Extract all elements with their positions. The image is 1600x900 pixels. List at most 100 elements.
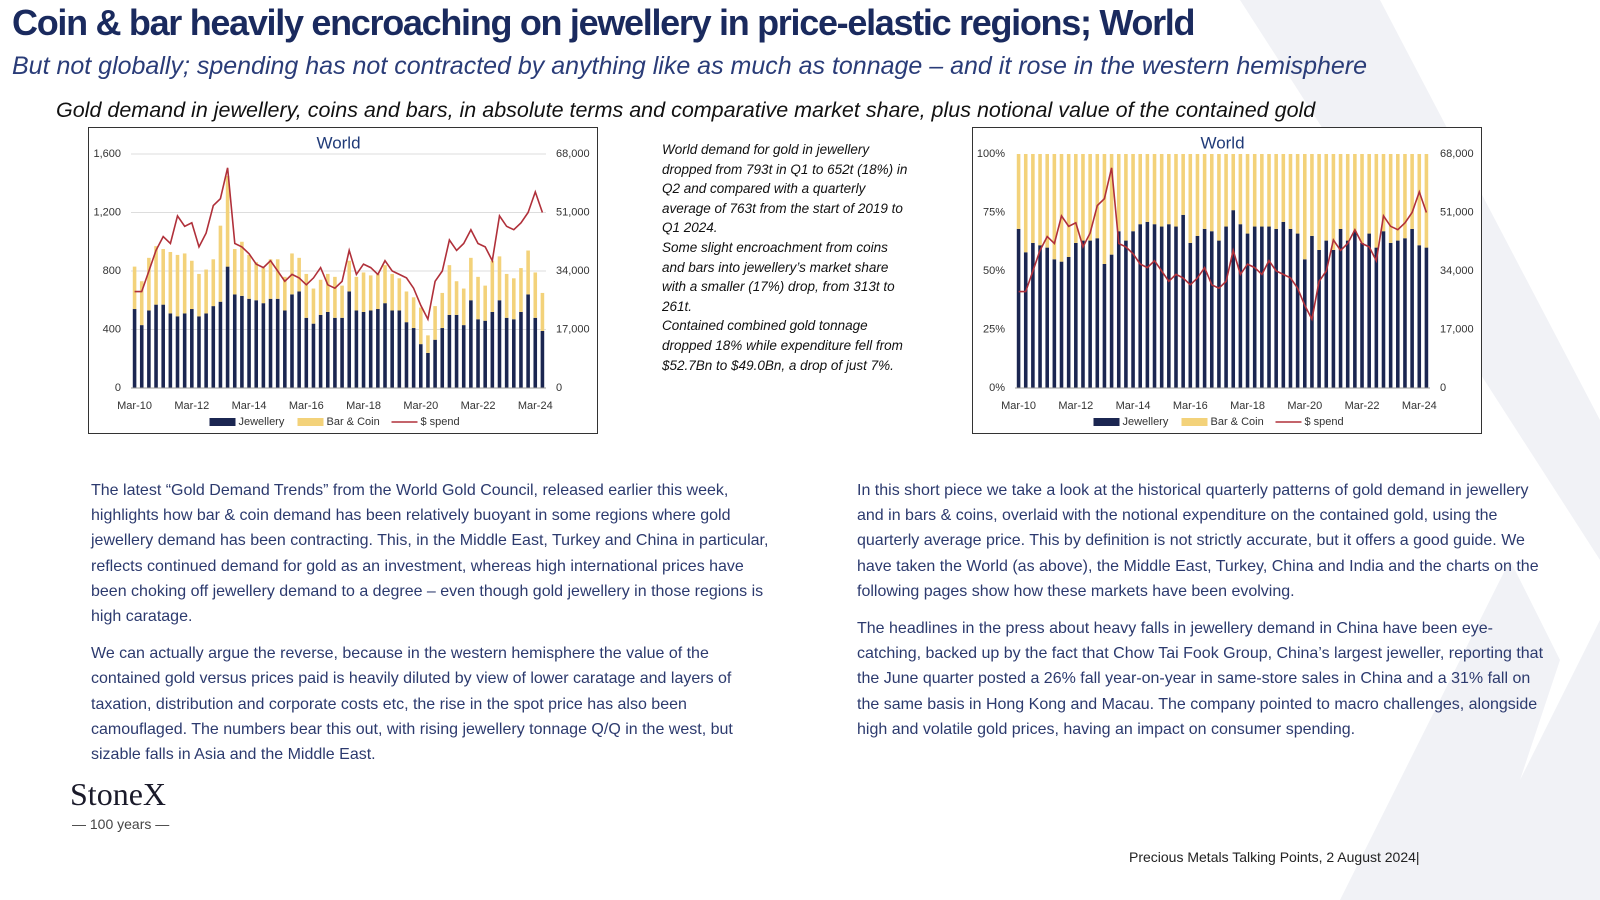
y2-tick-label: 51,000 bbox=[556, 206, 590, 218]
bar bbox=[225, 266, 230, 388]
bar bbox=[1045, 154, 1049, 248]
bar bbox=[211, 306, 216, 388]
bar bbox=[440, 292, 445, 329]
bar bbox=[1245, 233, 1250, 388]
x-tick-label: Mar-20 bbox=[1287, 400, 1322, 412]
x-tick-label: Mar-20 bbox=[403, 400, 438, 412]
bar bbox=[1288, 154, 1293, 229]
bar bbox=[1152, 154, 1157, 225]
bar bbox=[240, 241, 244, 296]
bar bbox=[1167, 224, 1171, 388]
bar bbox=[1059, 261, 1064, 388]
bar bbox=[318, 279, 323, 315]
bar bbox=[397, 278, 402, 311]
bar bbox=[154, 246, 158, 305]
bar bbox=[1302, 259, 1307, 388]
y-tick-label: 0% bbox=[989, 382, 1005, 394]
bar bbox=[1152, 224, 1157, 388]
bar bbox=[376, 273, 380, 310]
y-tick-label: 25% bbox=[983, 323, 1005, 335]
bar bbox=[1016, 154, 1021, 229]
x-tick-label: Mar-10 bbox=[117, 400, 152, 412]
bar bbox=[1052, 259, 1057, 388]
bar bbox=[232, 294, 237, 388]
bar bbox=[1116, 154, 1121, 232]
bar bbox=[211, 259, 216, 307]
bar bbox=[383, 265, 387, 304]
bar bbox=[368, 275, 373, 311]
bar bbox=[418, 344, 423, 388]
bar bbox=[1338, 228, 1343, 388]
bar bbox=[168, 313, 173, 388]
bar bbox=[483, 285, 487, 321]
bar bbox=[512, 319, 516, 388]
bar bbox=[1188, 242, 1193, 388]
note-text: World demand for gold in jewellery dropp… bbox=[662, 142, 908, 236]
bar bbox=[1066, 256, 1071, 388]
x-tick-label: Mar-16 bbox=[289, 400, 324, 412]
bar bbox=[526, 294, 530, 388]
bar bbox=[1281, 154, 1286, 222]
bar bbox=[1281, 221, 1286, 388]
bar bbox=[426, 352, 430, 388]
bar bbox=[1424, 247, 1429, 388]
bar bbox=[132, 309, 137, 388]
chart-title: World bbox=[1200, 133, 1244, 152]
bar bbox=[1388, 242, 1393, 388]
bar bbox=[1181, 154, 1185, 215]
footer: Precious Metals Talking Points, 2 August… bbox=[1129, 849, 1420, 865]
bar bbox=[1317, 249, 1321, 388]
bar bbox=[1374, 247, 1379, 388]
background-logo bbox=[1240, 0, 1600, 900]
bar bbox=[1252, 226, 1257, 388]
bar bbox=[483, 320, 487, 388]
legend-label: Bar & Coin bbox=[327, 416, 380, 428]
bar bbox=[1195, 235, 1200, 388]
bar bbox=[1360, 154, 1364, 243]
bar bbox=[1331, 249, 1336, 388]
bar bbox=[1260, 154, 1264, 227]
bar bbox=[147, 257, 151, 311]
paragraph: The latest “Gold Demand Trends” from the… bbox=[91, 482, 769, 626]
bar bbox=[361, 311, 366, 388]
x-tick-label: Mar-12 bbox=[1058, 400, 1093, 412]
bar bbox=[447, 314, 452, 388]
bar bbox=[225, 175, 230, 267]
bar bbox=[1310, 154, 1314, 236]
bar bbox=[1417, 154, 1422, 246]
bar bbox=[1124, 154, 1128, 241]
bar bbox=[1410, 228, 1414, 388]
bar bbox=[354, 276, 359, 311]
y2-tick-label: 51,000 bbox=[1440, 206, 1474, 218]
bar bbox=[347, 260, 352, 292]
bar bbox=[1145, 154, 1150, 222]
body-column: In this short piece we take a look at th… bbox=[857, 478, 1547, 754]
x-tick-label: Mar-22 bbox=[1345, 400, 1380, 412]
bar bbox=[290, 294, 294, 388]
bar bbox=[283, 310, 287, 388]
bar bbox=[190, 260, 194, 310]
bar bbox=[1345, 154, 1350, 241]
legend-label: Jewellery bbox=[239, 416, 285, 428]
bar bbox=[247, 298, 251, 388]
bar bbox=[1396, 154, 1400, 241]
bar bbox=[519, 311, 523, 388]
bar bbox=[1360, 242, 1364, 388]
bar bbox=[1074, 154, 1078, 243]
bar bbox=[1209, 154, 1214, 232]
bar bbox=[497, 300, 502, 388]
chart: World 0% 25% 50% 75% 100% 0 17,000 34,000 51,000 6… bbox=[972, 127, 1482, 434]
bar bbox=[1224, 154, 1228, 227]
y-tick-label: 1,600 bbox=[93, 148, 121, 160]
bar bbox=[461, 325, 466, 388]
paragraph: We can actually argue the reverse, becau… bbox=[91, 645, 733, 764]
x-tick-label: Mar-24 bbox=[518, 400, 553, 412]
bar bbox=[1353, 154, 1357, 232]
bar bbox=[1302, 154, 1307, 260]
bar bbox=[1023, 252, 1028, 388]
bar bbox=[440, 328, 445, 388]
bar bbox=[1023, 154, 1028, 253]
bar bbox=[161, 249, 165, 305]
bar bbox=[175, 254, 180, 317]
